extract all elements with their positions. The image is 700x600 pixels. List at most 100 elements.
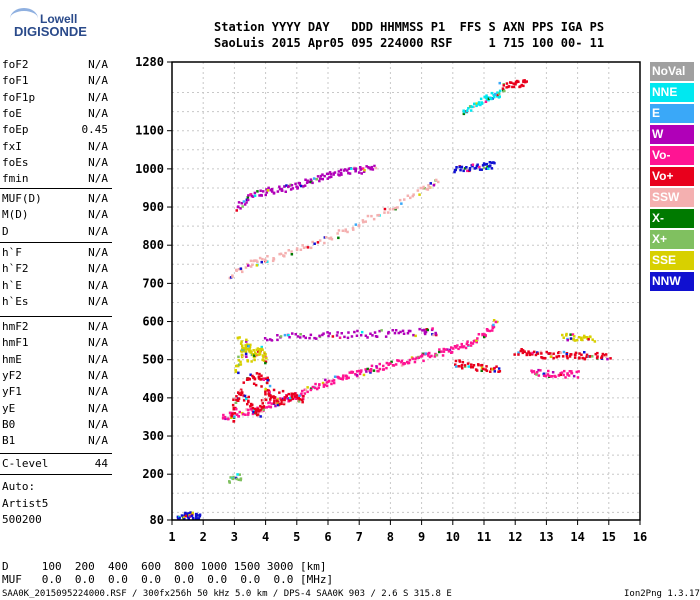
x-tick-label: 1 [168,530,175,544]
data-point [452,347,455,350]
y-tick-label: 1000 [135,162,164,176]
data-point [542,372,546,375]
data-point [247,345,250,348]
param-name: hmF2 [2,320,29,333]
data-point [346,169,349,172]
data-point [566,338,569,342]
data-point [332,379,336,382]
data-point [400,361,403,364]
data-point [245,408,248,411]
data-point [441,354,445,357]
data-point [289,183,292,187]
data-point [302,335,305,338]
data-point [509,81,512,84]
data-point [242,399,246,402]
data-point [544,374,548,378]
data-point [189,515,192,518]
trace [230,372,305,423]
data-point [575,370,578,374]
data-point [385,366,388,370]
data-point [448,348,452,352]
data-point [269,398,272,401]
data-point [487,167,490,170]
data-point [239,478,242,482]
data-point [302,395,305,398]
data-point [288,399,292,402]
data-point [331,335,335,338]
data-point [471,366,475,369]
data-point [490,91,494,95]
data-point [454,363,457,366]
data-point [517,351,520,354]
data-point [309,387,313,390]
x-tick-label: 9 [418,530,425,544]
data-point [329,236,333,239]
data-point [257,350,260,353]
data-point [341,229,345,232]
data-point [270,339,274,342]
data-point [550,375,554,378]
data-point [354,167,358,170]
data-point [240,353,244,357]
data-point [237,205,240,208]
data-point [269,394,272,397]
data-point [271,395,275,399]
data-point [357,224,361,228]
data-point [302,246,306,249]
data-point [284,251,287,255]
data-point [575,339,579,342]
param-value: N/A [88,278,108,292]
data-point [235,477,238,481]
data-point [234,370,238,374]
data-point [561,333,564,337]
data-point [262,405,266,408]
data-point [238,389,242,393]
data-point [406,332,410,335]
data-point [283,333,287,337]
data-point [260,193,263,197]
data-point [237,478,240,481]
data-point [394,329,398,332]
data-point [462,109,465,112]
data-point [236,473,239,476]
data-point [254,411,257,414]
data-point [259,378,262,381]
data-point [493,161,496,165]
data-point [244,266,248,269]
data-point [264,393,267,396]
data-point [279,252,283,256]
data-point [549,352,552,355]
data-point [326,331,329,334]
data-point [244,413,247,416]
data-point [366,367,369,371]
data-point [477,103,480,106]
data-point [581,356,584,360]
data-point [591,338,594,341]
data-point [242,349,245,352]
x-tick-label: 16 [633,530,647,544]
data-point [399,330,402,334]
data-point [287,392,290,396]
data-point [467,107,470,110]
data-point [453,170,456,174]
data-point [480,102,484,105]
data-point [235,407,238,411]
data-point [390,360,393,364]
param-value: N/A [88,192,108,205]
legend-item: NoVal [650,62,694,81]
data-point [341,378,344,381]
data-point [391,329,394,332]
x-tick-label: 10 [446,530,460,544]
data-point [313,242,316,245]
data-point [428,351,431,355]
data-point [490,97,493,101]
data-point [290,184,294,187]
data-point [264,259,268,263]
data-point [591,355,594,358]
data-point [264,387,267,391]
data-point [478,165,481,169]
data-point [463,110,466,114]
data-point [397,331,400,335]
param-row: h`E N/A [2,279,108,293]
data-point [245,340,248,343]
